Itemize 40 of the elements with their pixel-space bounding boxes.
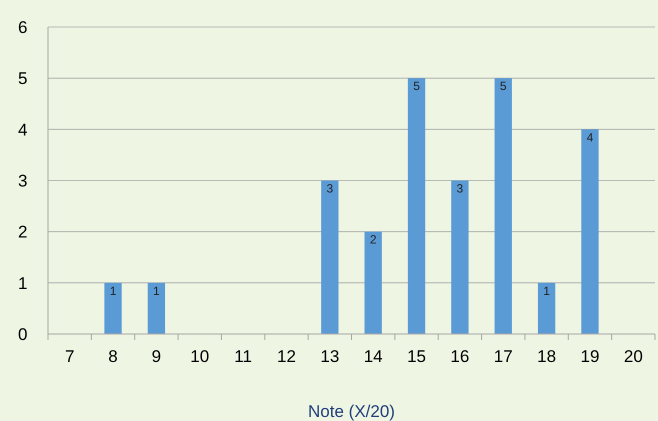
bar (148, 282, 166, 334)
x-tick-label: 17 (494, 347, 513, 366)
bar (581, 129, 599, 334)
x-tick-label: 18 (537, 347, 556, 366)
x-tick-label: 13 (320, 347, 340, 366)
bar (364, 232, 382, 334)
y-tick-label: 2 (18, 222, 28, 242)
x-axis-title: Note (X/20) (308, 402, 395, 421)
x-tick-label: 8 (108, 347, 118, 366)
x-tick-label: 16 (450, 347, 470, 366)
x-tick-label: 20 (624, 347, 643, 366)
y-tick-label: 1 (18, 274, 28, 293)
bar (104, 282, 122, 334)
data-label: 1 (110, 284, 117, 298)
bar (494, 78, 512, 334)
bar (321, 180, 338, 334)
x-tick-label: 19 (580, 347, 600, 366)
x-tick-label: 9 (152, 347, 162, 366)
data-label: 3 (326, 182, 334, 196)
data-label: 5 (413, 79, 420, 94)
bar (408, 78, 426, 334)
bar (451, 180, 469, 334)
data-label: 1 (153, 284, 160, 298)
x-tick-label: 7 (64, 347, 74, 366)
data-label: 1 (543, 284, 550, 298)
x-tick-label: 15 (407, 347, 426, 366)
x-tick-label: 14 (364, 347, 383, 366)
data-label: 4 (586, 130, 594, 144)
x-tick-label: 12 (277, 347, 296, 366)
x-tick-label: 10 (190, 347, 210, 366)
x-tick-label: 11 (234, 347, 252, 366)
data-label: 5 (500, 79, 507, 94)
bar (538, 282, 556, 334)
y-tick-label: 3 (18, 172, 28, 190)
y-tick-label: 0 (18, 325, 28, 344)
y-tick-label: 5 (18, 69, 28, 88)
y-tick-label: 6 (18, 18, 28, 37)
data-label: 3 (456, 182, 464, 196)
y-tick-label: 4 (18, 120, 28, 140)
data-label: 2 (370, 232, 377, 247)
